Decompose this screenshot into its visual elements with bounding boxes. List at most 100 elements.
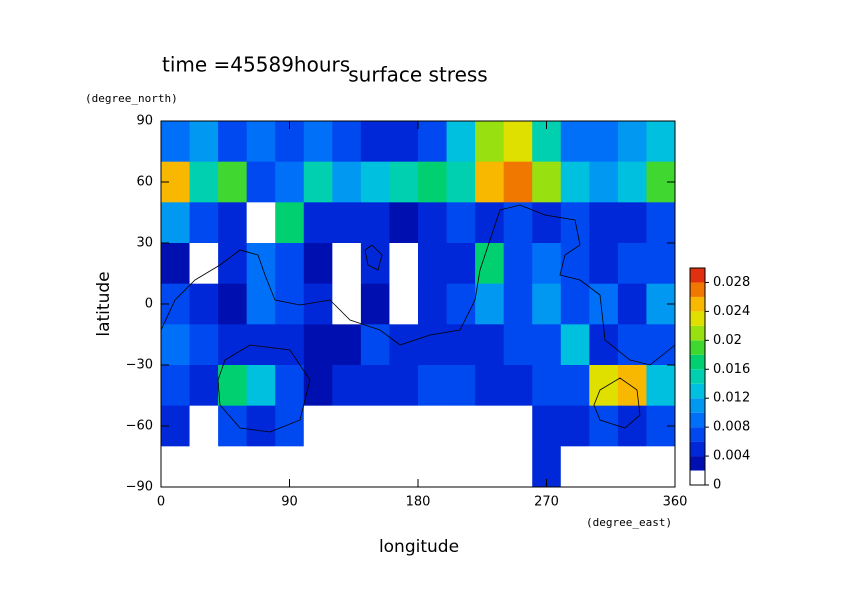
field-cell xyxy=(589,161,619,203)
field-cell xyxy=(189,243,219,285)
field-cell xyxy=(246,365,276,407)
colorbar-tick-label: 0 xyxy=(713,478,721,493)
field-cell xyxy=(389,121,419,163)
field-cell xyxy=(475,161,505,203)
field-cell xyxy=(617,283,647,325)
y-units: (degree_north) xyxy=(85,92,178,105)
colorbar-tick-label: 0.028 xyxy=(713,275,750,290)
y-axis-label: latitude xyxy=(94,271,114,336)
field xyxy=(161,121,676,488)
field-cell xyxy=(646,202,676,244)
y-tick-label: −90 xyxy=(126,480,153,495)
field-cell xyxy=(446,446,476,488)
field-cell xyxy=(360,446,390,488)
field-cell xyxy=(189,121,219,163)
colorbar-tick-label: 0.008 xyxy=(713,420,750,435)
colorbar-band xyxy=(690,470,705,485)
field-cell xyxy=(446,283,476,325)
field-cell xyxy=(389,365,419,407)
field-cell xyxy=(161,365,191,407)
field-cell xyxy=(589,365,619,407)
field-cell xyxy=(218,161,248,203)
field-cell xyxy=(560,283,590,325)
x-tick-label: 360 xyxy=(663,495,688,510)
field-cell xyxy=(560,324,590,366)
colorbar-band xyxy=(690,441,705,457)
field-cell xyxy=(332,405,362,447)
field-cell xyxy=(389,324,419,366)
colorbar-band xyxy=(690,325,705,341)
field-cell xyxy=(303,243,333,285)
field-cell xyxy=(303,324,333,366)
x-tick-label: 180 xyxy=(406,495,431,510)
field-cell xyxy=(532,405,562,447)
field-cell xyxy=(389,243,419,285)
field-cell xyxy=(246,161,276,203)
field-cell xyxy=(189,324,219,366)
field-cell xyxy=(646,365,676,407)
field-cell xyxy=(617,405,647,447)
field-cell xyxy=(218,243,248,285)
field-cell xyxy=(503,446,533,488)
field-cell xyxy=(189,405,219,447)
field-cell xyxy=(246,405,276,447)
x-tick-label: 270 xyxy=(534,495,559,510)
field-cell xyxy=(418,121,448,163)
field-cell xyxy=(503,405,533,447)
field-cell xyxy=(560,405,590,447)
y-tick-label: −30 xyxy=(126,358,153,373)
field-cell xyxy=(503,243,533,285)
field-cell xyxy=(617,202,647,244)
field-cell xyxy=(418,405,448,447)
field-cell xyxy=(246,446,276,488)
field-cell xyxy=(246,121,276,163)
x-tick-label: 90 xyxy=(281,495,298,510)
coastline xyxy=(593,377,641,429)
field-cell xyxy=(589,446,619,488)
colorbar-tick-label: 0.02 xyxy=(713,333,742,348)
field-cell xyxy=(475,446,505,488)
field-cell xyxy=(303,446,333,488)
field-cell xyxy=(189,365,219,407)
colorbar-tick-label: 0.004 xyxy=(713,449,750,464)
field-cell xyxy=(161,324,191,366)
field-cell xyxy=(446,405,476,447)
colorbar-band xyxy=(690,311,705,326)
field-cell xyxy=(332,365,362,407)
field-cell xyxy=(503,365,533,407)
field-cell xyxy=(646,446,676,488)
field-cell xyxy=(389,283,419,325)
x-tick-label: 0 xyxy=(157,495,165,510)
field-cell xyxy=(161,446,191,488)
colorbar-tick-label: 0.016 xyxy=(713,362,750,377)
field-cell xyxy=(189,202,219,244)
field-cell xyxy=(532,283,562,325)
field-cell xyxy=(532,161,562,203)
field-cell xyxy=(275,202,305,244)
field-cell xyxy=(360,283,390,325)
field-cell xyxy=(389,202,419,244)
y-tick-label: 90 xyxy=(136,114,153,129)
field-cell xyxy=(532,365,562,407)
field-cell xyxy=(617,324,647,366)
field-cell xyxy=(332,121,362,163)
field-cell xyxy=(275,283,305,325)
field-cell xyxy=(589,243,619,285)
field-cell xyxy=(303,121,333,163)
field-cell xyxy=(275,324,305,366)
field-cell xyxy=(332,446,362,488)
x-axis-label: longitude xyxy=(379,537,459,557)
colorbar-band xyxy=(690,354,705,370)
field-cell xyxy=(446,324,476,366)
field-cell xyxy=(475,202,505,244)
field-cell xyxy=(161,121,191,163)
field-cell xyxy=(303,365,333,407)
field-cell xyxy=(560,446,590,488)
field-cell xyxy=(418,446,448,488)
field-cell xyxy=(389,161,419,203)
field-cell xyxy=(275,243,305,285)
field-cell xyxy=(617,121,647,163)
coastline xyxy=(160,204,676,366)
field-cell xyxy=(646,121,676,163)
